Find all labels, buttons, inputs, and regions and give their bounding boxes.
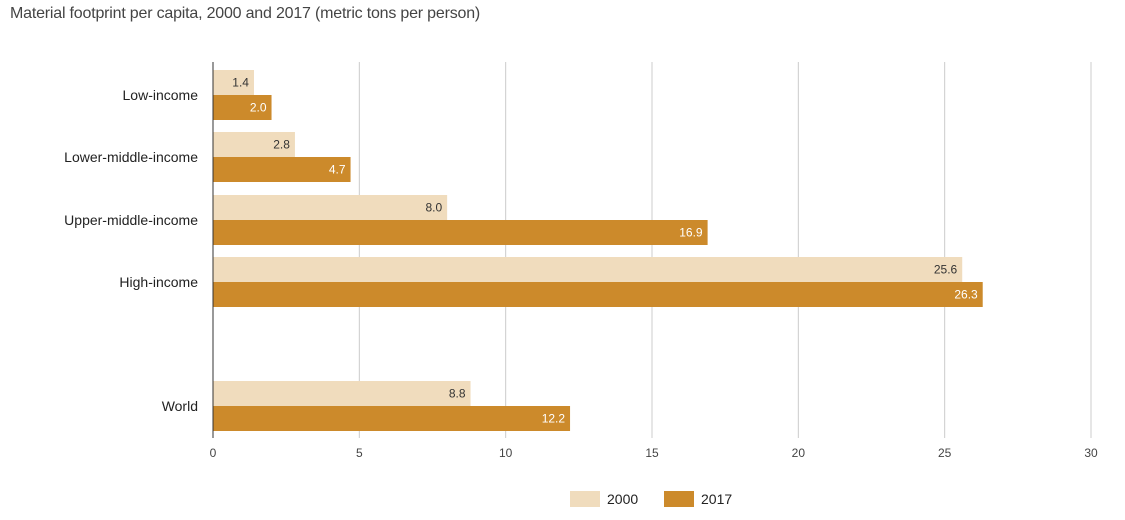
data-label: 16.9: [679, 226, 703, 240]
labels: 0 5 10 15 20 25 30 Low-income 1.42.0 Lower-middle…: [64, 76, 1098, 461]
x-tick-label: 10: [499, 446, 513, 460]
data-label: 12.2: [542, 412, 566, 426]
bar-2017: [213, 157, 351, 182]
legend-label: 2017: [701, 491, 732, 507]
category-label: Upper-middle-income: [64, 212, 198, 228]
data-label: 2.8: [273, 138, 290, 152]
x-tick-label: 15: [645, 446, 659, 460]
chart-title: Material footprint per capita, 2000 and …: [10, 5, 481, 22]
bar-2017: [213, 220, 708, 245]
legend: 2000 2017: [570, 491, 732, 507]
bar-2017: [213, 282, 983, 307]
category-label: High-income: [119, 274, 198, 290]
data-label: 1.4: [232, 76, 249, 90]
data-label: 26.3: [954, 288, 978, 302]
bars: [213, 70, 983, 431]
x-tick-label: 20: [792, 446, 806, 460]
data-label: 8.8: [449, 387, 466, 401]
data-label: 4.7: [329, 163, 346, 177]
bar-2000: [213, 381, 471, 406]
data-label: 8.0: [425, 201, 442, 215]
category-label: Lower-middle-income: [64, 149, 198, 165]
bar-2017: [213, 406, 571, 431]
legend-swatch-2000: [570, 491, 600, 507]
x-tick-label: 5: [356, 446, 363, 460]
data-label: 25.6: [934, 263, 958, 277]
data-label: 2.0: [250, 101, 267, 115]
bar-2000: [213, 195, 448, 220]
bar-2017: [213, 95, 272, 120]
bar-2000: [213, 70, 254, 95]
bar-2000: [213, 132, 295, 157]
legend-label: 2000: [607, 491, 638, 507]
gridlines: [358, 62, 1092, 438]
bar-2000: [213, 257, 963, 282]
x-tick-label: 25: [938, 446, 952, 460]
legend-swatch-2017: [664, 491, 694, 507]
category-label: Low-income: [123, 87, 199, 103]
category-label: World: [162, 398, 198, 414]
x-tick-label: 0: [210, 446, 217, 460]
x-tick-label: 30: [1084, 446, 1098, 460]
